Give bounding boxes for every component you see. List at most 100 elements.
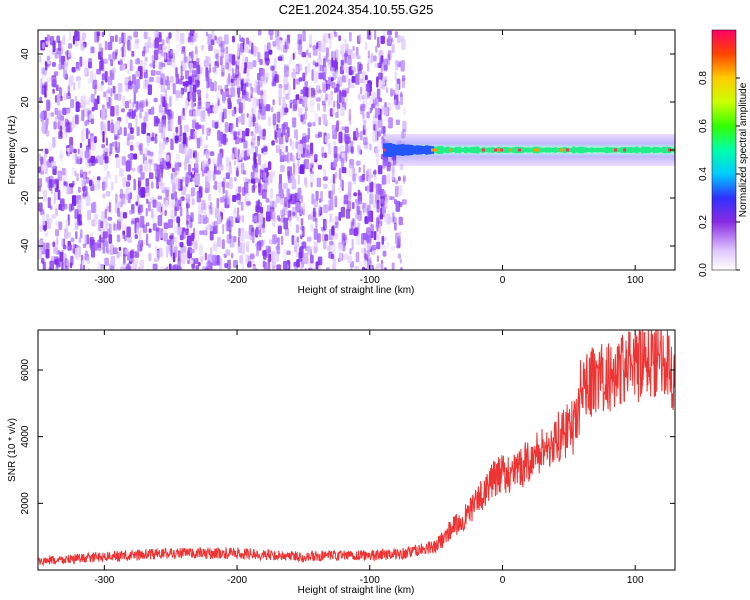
spectrogram-cell bbox=[222, 181, 225, 194]
spectrogram-cell bbox=[376, 139, 382, 152]
spectrogram-cell bbox=[241, 56, 246, 64]
spectrogram-cell bbox=[156, 164, 160, 176]
spectrogram-cell bbox=[66, 186, 71, 195]
spectrogram-cell bbox=[209, 202, 213, 214]
spectrogram-cell bbox=[351, 238, 354, 251]
spectrogram-cell bbox=[169, 96, 172, 108]
spectrogram-cell bbox=[340, 43, 345, 56]
spectrogram-cell bbox=[161, 39, 165, 46]
spectrogram-cell bbox=[79, 232, 83, 238]
spectrogram-cell bbox=[207, 254, 212, 263]
spectrogram-cell bbox=[312, 60, 316, 66]
spectrogram-cell bbox=[159, 227, 163, 239]
spectrogram-cell bbox=[251, 42, 254, 55]
spectrogram-cell bbox=[176, 44, 179, 56]
spectrogram-cell bbox=[108, 32, 111, 37]
spectrogram-cell bbox=[332, 258, 337, 270]
spectrogram-cell bbox=[157, 215, 163, 227]
spectrogram-cell bbox=[353, 227, 358, 236]
spectrogram-cell bbox=[90, 135, 94, 144]
spectrogram-cell bbox=[111, 67, 116, 73]
spectrogram-cell bbox=[100, 264, 105, 269]
spectrogram-cell bbox=[397, 176, 401, 182]
spectrogram-cell bbox=[387, 210, 391, 216]
spectrogram-cell bbox=[379, 214, 384, 220]
spectrogram-cell bbox=[300, 218, 304, 226]
spectrogram-y-label: Frequency (Hz) bbox=[7, 116, 18, 185]
spectrogram-cell bbox=[102, 246, 106, 254]
spectrogram-cell bbox=[213, 268, 217, 270]
spectrogram-cell bbox=[107, 216, 113, 221]
spectrogram-cell bbox=[208, 128, 212, 133]
spectrogram-cell bbox=[378, 49, 382, 62]
spectrogram-y-axis: -40 -20 0 20 40 bbox=[20, 48, 675, 253]
spectrogram-cell bbox=[293, 78, 296, 90]
spectrogram-cell bbox=[267, 30, 272, 35]
spectrogram-cell bbox=[155, 70, 161, 76]
spectrogram-cell bbox=[327, 60, 331, 69]
spectrogram-cell bbox=[65, 219, 69, 229]
spectrogram-cell bbox=[366, 212, 372, 223]
spectrogram-cell bbox=[275, 138, 279, 144]
signal-band-cell bbox=[461, 147, 465, 153]
spectrogram-cell bbox=[380, 55, 384, 63]
spectrogram-cell bbox=[336, 153, 341, 162]
spectrogram-cell bbox=[246, 260, 252, 268]
spectrogram-cell bbox=[283, 248, 287, 261]
spectrogram-cell bbox=[280, 221, 283, 227]
spectrogram-cell bbox=[276, 124, 279, 131]
spectrogram-cell bbox=[230, 87, 236, 97]
spectrogram-cell bbox=[150, 69, 156, 76]
spectrogram-cell bbox=[135, 201, 139, 206]
spectrogram-cell bbox=[291, 155, 296, 163]
spectrogram-cell bbox=[230, 78, 234, 83]
spectrogram-cell bbox=[163, 222, 169, 230]
spectrogram-cell bbox=[80, 166, 84, 174]
spectrogram-cell bbox=[303, 252, 309, 265]
spectrogram-cell bbox=[145, 207, 148, 217]
spectrogram-cell bbox=[129, 209, 134, 215]
spectrogram-cell bbox=[136, 126, 140, 137]
spectrogram-cell bbox=[183, 245, 187, 253]
spectrogram-cell bbox=[122, 212, 128, 219]
spectrogram-cell bbox=[315, 42, 319, 50]
spectrogram-cell bbox=[46, 76, 52, 82]
snr-x-tick-label: -100 bbox=[360, 575, 380, 586]
spectrogram-cell bbox=[207, 169, 212, 182]
spectrogram-cell bbox=[191, 261, 195, 270]
spectrogram-cell bbox=[180, 65, 183, 77]
spectrogram-cell bbox=[237, 131, 240, 136]
spectrogram-cell bbox=[265, 76, 269, 83]
spectrogram-cell bbox=[366, 249, 371, 258]
spectrogram-cell bbox=[363, 207, 367, 216]
spectrogram-cell bbox=[280, 138, 284, 144]
spectrogram-cell bbox=[161, 115, 167, 124]
spectrogram-cell bbox=[232, 72, 238, 81]
spectrogram-cell bbox=[338, 249, 342, 262]
spectrogram-cell bbox=[293, 129, 296, 139]
spectrogram-cell bbox=[307, 127, 311, 140]
spectrogram-cell bbox=[332, 50, 335, 61]
spectrogram-cell bbox=[174, 164, 180, 176]
spectrogram-cell bbox=[131, 50, 135, 57]
spectrogram-cell bbox=[392, 216, 397, 224]
spectrogram-cell bbox=[213, 65, 218, 75]
spectrogram-cell bbox=[174, 204, 177, 217]
spectrogram-cell bbox=[263, 171, 266, 181]
spectrogram-cell bbox=[113, 223, 118, 231]
spectrogram-cell bbox=[74, 216, 78, 228]
spectrogram-cell bbox=[235, 117, 239, 128]
spectrogram-cell bbox=[172, 182, 177, 193]
spectrogram-cell bbox=[357, 222, 361, 228]
spectrogram-cell bbox=[153, 49, 159, 61]
spectrogram-cell bbox=[54, 178, 59, 185]
spectrogram-cell bbox=[140, 187, 146, 198]
spectrogram-cell bbox=[253, 215, 258, 223]
spectrogram-cell bbox=[93, 242, 98, 251]
spectrogram-cell bbox=[200, 255, 204, 263]
spectrogram-cell bbox=[372, 170, 377, 175]
spectrogram-cell bbox=[155, 134, 158, 144]
spectrogram-cell bbox=[139, 143, 143, 155]
spectrogram-cell bbox=[330, 67, 335, 75]
spectrogram-cell bbox=[217, 130, 221, 141]
